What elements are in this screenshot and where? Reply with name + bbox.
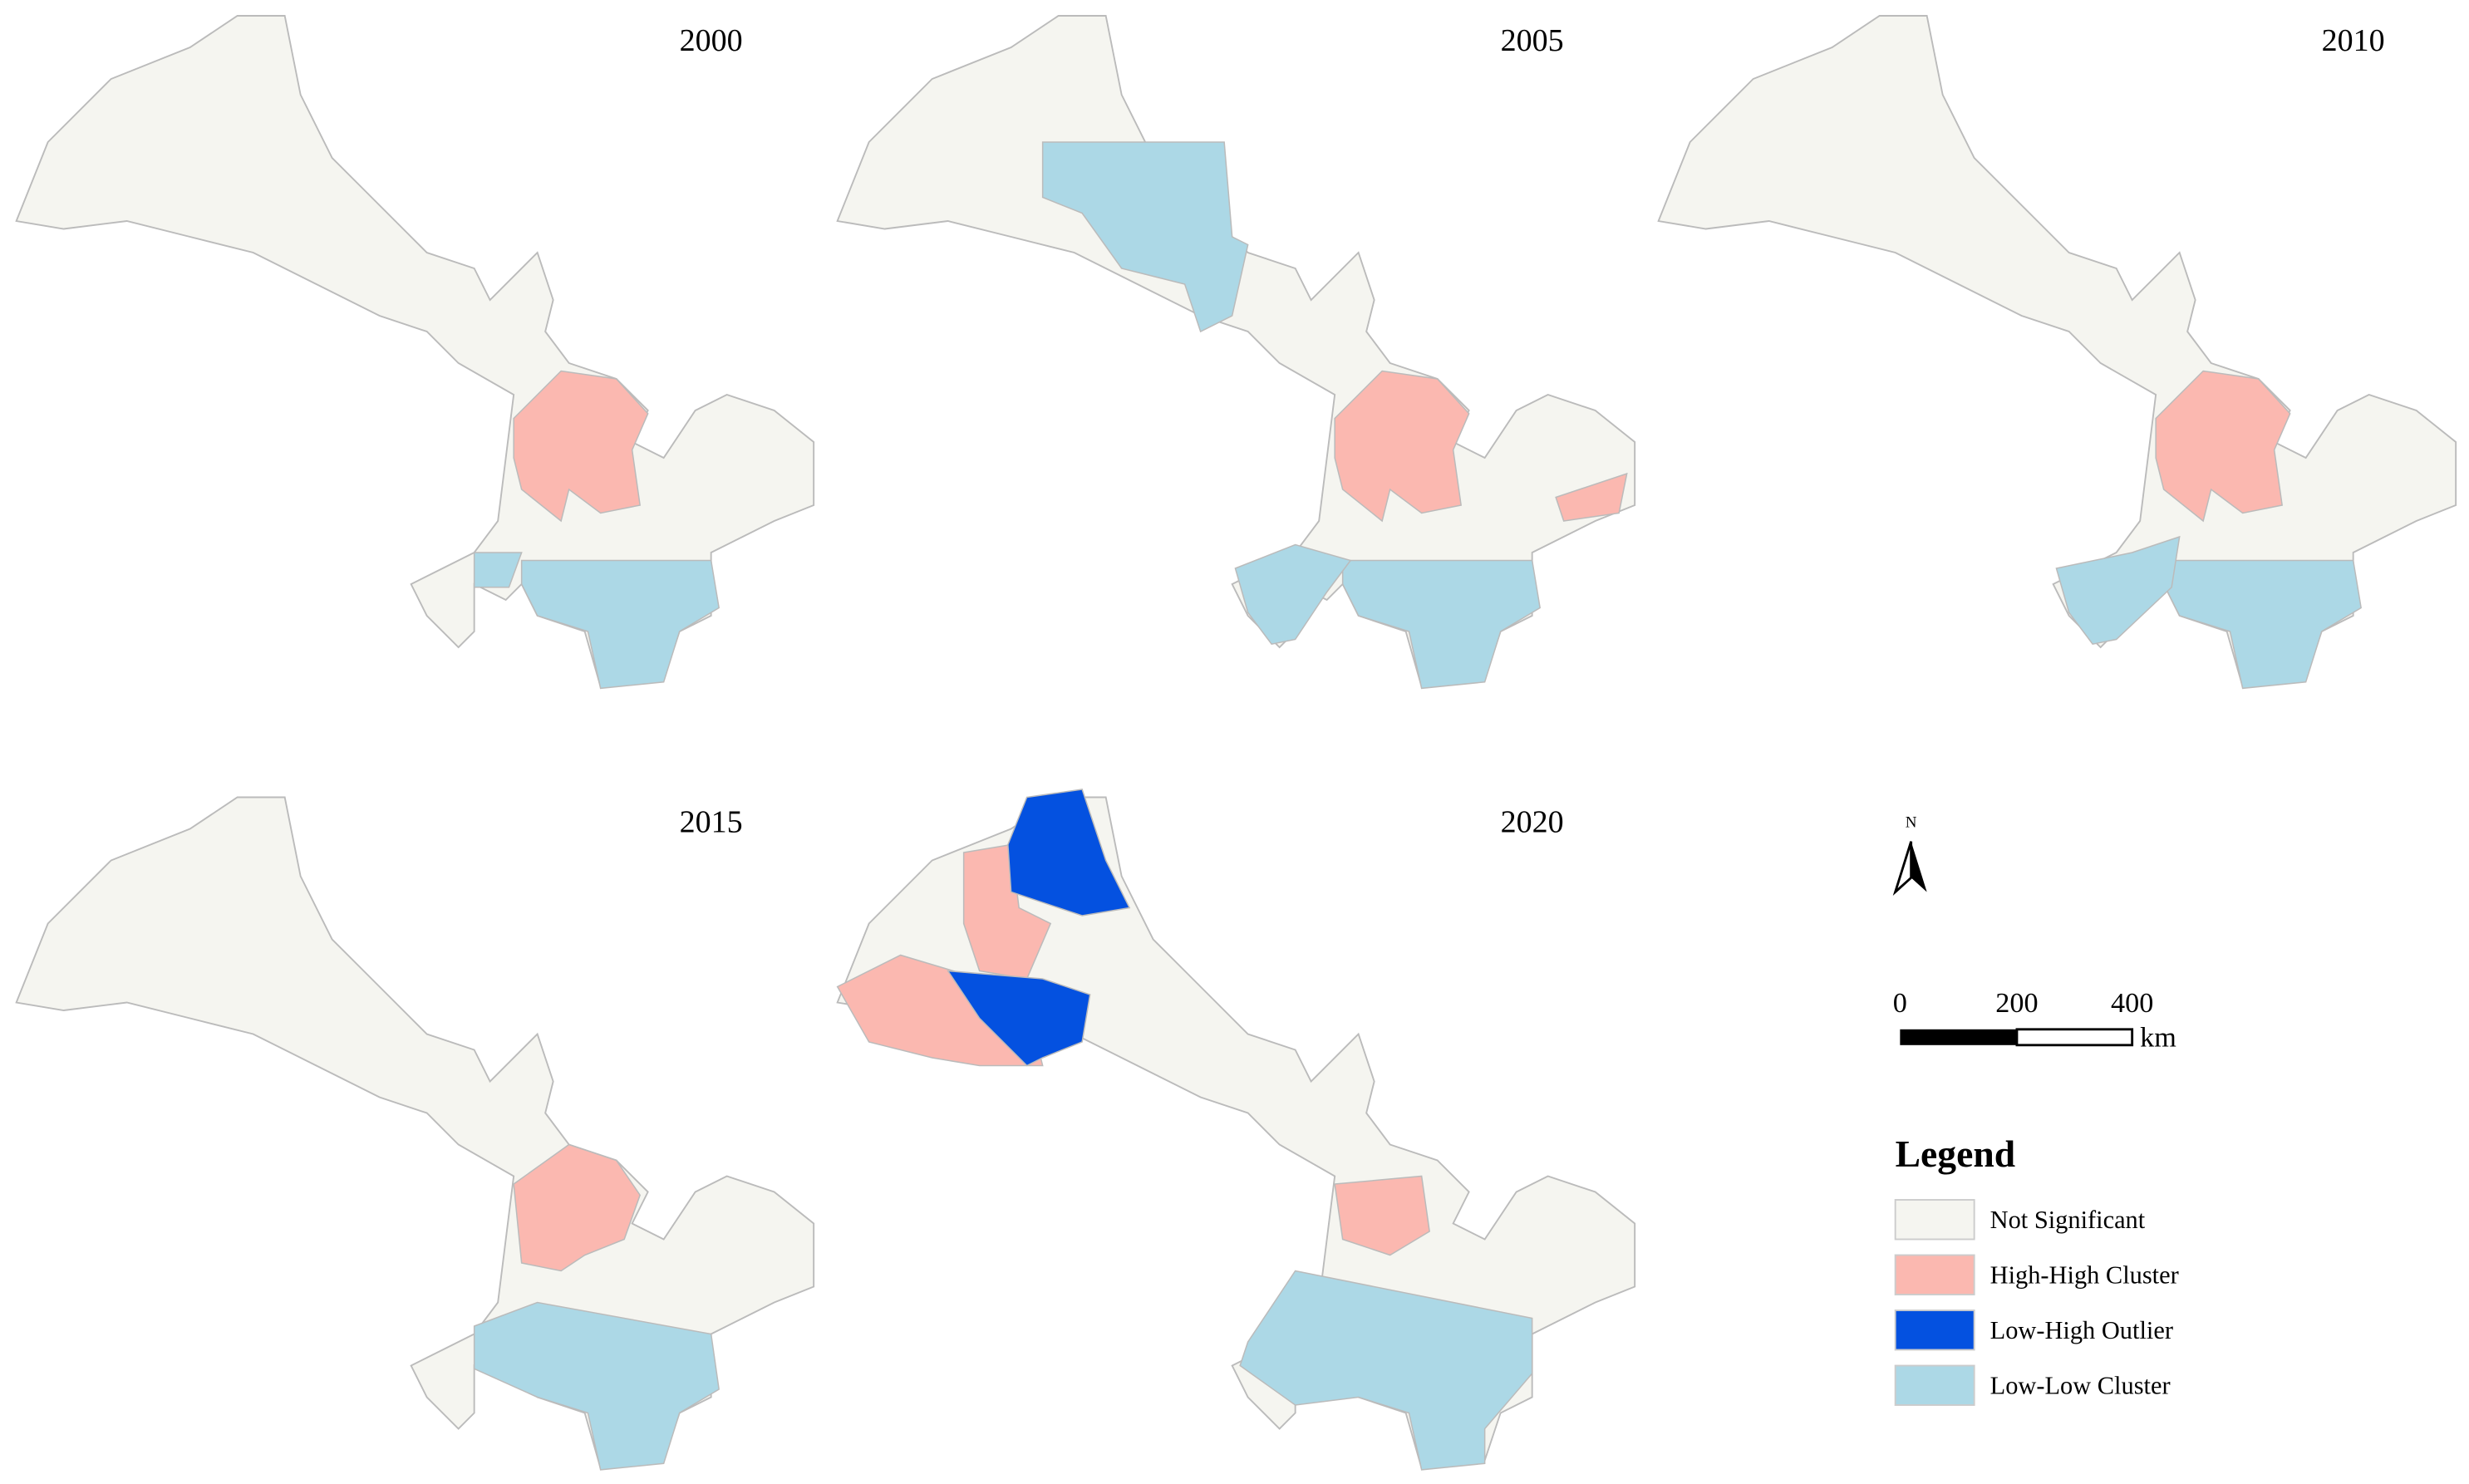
cluster-region: [836, 954, 1044, 1067]
cluster-region: [1341, 559, 1541, 690]
region-base: [1657, 15, 2457, 688]
legend-label: Low-High Outlier: [1990, 1316, 2173, 1344]
cluster-region: [473, 552, 523, 588]
legend-label: High-High Cluster: [1990, 1261, 2179, 1290]
north-arrow: N: [1892, 814, 1927, 897]
cluster-region: [1041, 141, 1249, 333]
cluster-region: [473, 1301, 720, 1471]
cluster-region: [513, 1143, 641, 1272]
cluster-region: [513, 370, 649, 523]
cluster-region: [1555, 472, 1628, 522]
panel-year: 2010: [2322, 23, 2385, 58]
arrow-left: [1892, 841, 1913, 897]
scale-tick: 400: [2111, 988, 2153, 1019]
scale-seg-white: [2015, 1028, 2134, 1047]
legend-swatch: [1894, 1199, 1975, 1241]
legend-swatch: [1894, 1254, 1975, 1295]
cluster-region: [1234, 543, 1352, 646]
cluster-region: [1007, 789, 1131, 916]
map-panel: 2010: [1657, 15, 2457, 690]
north-label: N: [1906, 814, 1917, 832]
scale-bar: 0 200 400 km: [1893, 988, 2176, 1054]
cluster-region: [2155, 370, 2291, 523]
scale-tick: 200: [1995, 988, 2038, 1019]
legend-label: Not Significant: [1990, 1206, 2146, 1234]
panel-year: 2000: [680, 23, 743, 58]
cluster-region: [2055, 535, 2181, 646]
cluster-region: [1239, 1270, 1533, 1471]
panel-year: 2020: [1501, 804, 1564, 839]
panel-year: 2015: [680, 804, 743, 839]
cluster-region: [1334, 370, 1470, 523]
cluster-region: [2162, 559, 2362, 690]
arrow-right: [1911, 841, 1927, 892]
map-panel: 2015: [15, 796, 815, 1471]
region-base: [15, 15, 815, 688]
legend-label: Low-Low Cluster: [1990, 1372, 2171, 1400]
map-panel: 2020: [836, 789, 1636, 1471]
scale-unit: km: [2140, 1023, 2176, 1054]
map-panel: 2000: [15, 15, 815, 690]
region-base: [15, 796, 815, 1470]
cluster-region: [1334, 1175, 1430, 1256]
cluster-region: [947, 970, 1091, 1067]
scale-seg-black: [1900, 1029, 2017, 1045]
legend-swatch: [1894, 1310, 1975, 1351]
map-panel: 2005: [836, 15, 1636, 690]
legend-swatch: [1894, 1364, 1975, 1406]
cluster-region: [520, 559, 720, 690]
panel-year: 2005: [1501, 23, 1564, 58]
legend-title: Legend: [1896, 1133, 2015, 1175]
legend: Not Significant High-High Cluster Low-High…: [1894, 1199, 2179, 1406]
scale-tick: 0: [1893, 988, 1907, 1019]
